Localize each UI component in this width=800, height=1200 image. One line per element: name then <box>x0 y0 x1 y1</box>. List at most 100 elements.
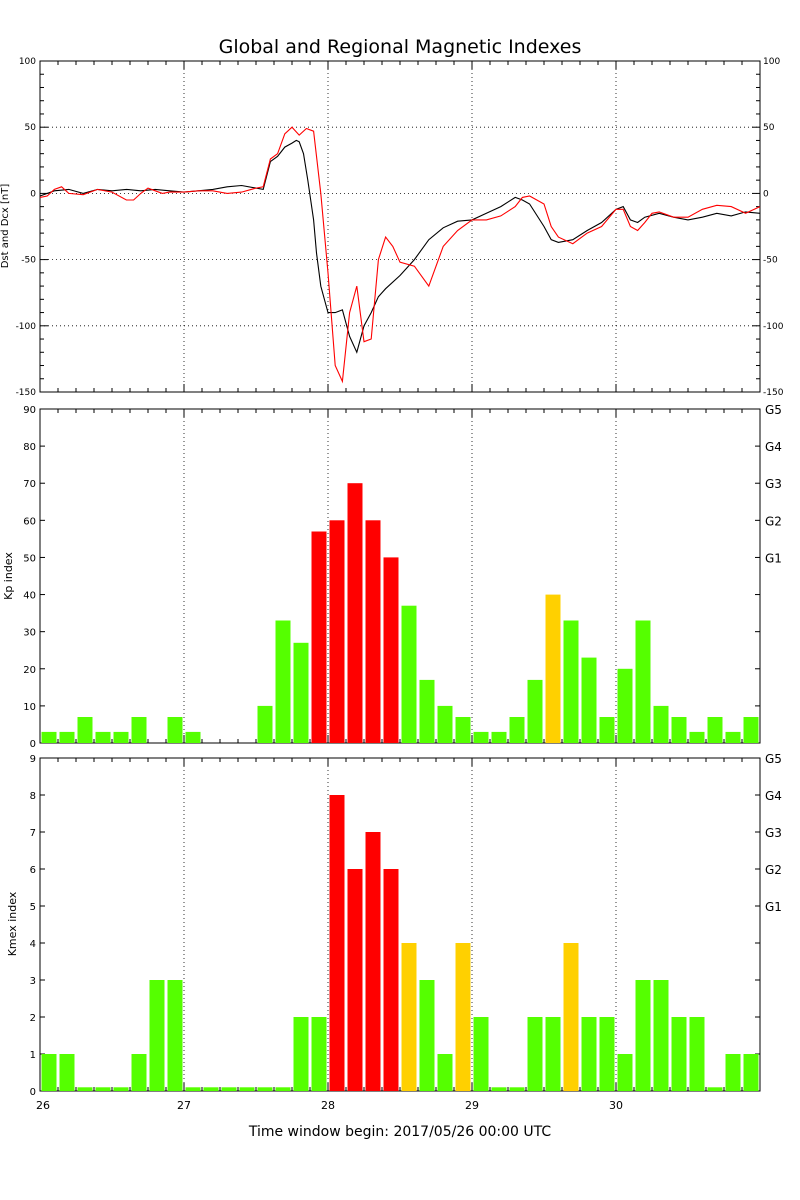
chart-title: Global and Regional Magnetic Indexes <box>219 36 582 58</box>
dst-panel: Dst and Dcx [nT] 100 100 50 50 0 0 -50 -50 -100 -… <box>0 57 784 398</box>
kmex-y-tick-label: 4 <box>30 939 36 950</box>
kp-bar <box>41 731 57 743</box>
kmex-x-tick-label: 28 <box>321 1099 335 1112</box>
kp-y-tick-label: 10 <box>23 702 36 713</box>
kp-bar <box>635 620 651 743</box>
kmex-bar <box>689 1017 705 1091</box>
kmex-y-axis-label: Kmex index <box>6 891 19 956</box>
kmex-bar <box>743 1054 759 1091</box>
kp-bar <box>185 731 201 743</box>
kp-bar <box>257 705 273 743</box>
kmex-bar <box>95 1087 111 1091</box>
dst-y-tick-label-right: 100 <box>763 57 780 67</box>
kmex-y-tick-label: 7 <box>30 828 36 839</box>
kmex-bar <box>545 1017 561 1091</box>
dst-y-tick-label-left: 50 <box>25 123 37 133</box>
kmex-y-tick-label: 0 <box>30 1087 36 1098</box>
kp-bar <box>329 520 345 743</box>
kmex-y-tick-label: 9 <box>30 754 36 765</box>
kmex-bar <box>509 1087 525 1091</box>
time-window-caption: Time window begin: 2017/05/26 00:00 UTC <box>248 1124 552 1140</box>
kp-bar <box>167 717 183 743</box>
kmex-bar <box>653 980 669 1091</box>
kp-storm-level-label: G3 <box>765 477 782 491</box>
kp-bar <box>743 717 759 743</box>
kp-bar <box>545 594 561 743</box>
kp-y-tick-label: 0 <box>30 739 36 750</box>
kp-bar <box>563 620 579 743</box>
kmex-storm-level-label: G2 <box>765 863 782 877</box>
kp-bar <box>491 731 507 743</box>
kp-panel: Kp index 90 80 70 60 50 40 30 20 10 0 G5 G4 G3 G2 G1 <box>2 403 782 750</box>
kmex-y-tick-label: 8 <box>30 791 36 802</box>
kp-bar <box>347 483 363 743</box>
kp-bar <box>671 717 687 743</box>
kmex-bar <box>563 943 579 1091</box>
kmex-x-tick-label: 29 <box>465 1099 479 1112</box>
kmex-bar <box>599 1017 615 1091</box>
kp-storm-level-label: G1 <box>765 551 782 565</box>
kmex-storm-level-label: G5 <box>765 752 782 766</box>
dst-y-tick-label-right: -100 <box>763 322 784 332</box>
kmex-panel-frame <box>39 757 761 1092</box>
kmex-panel: Kmex index 9 8 7 6 5 4 3 2 1 0 G5 G4 G3 G2 G1 26 27 28 29 3… <box>6 752 782 1112</box>
kmex-storm-level-label: G3 <box>765 826 782 840</box>
dcx-series-line <box>39 126 761 384</box>
kmex-bar <box>725 1054 741 1091</box>
kp-bar <box>689 731 705 743</box>
kp-y-tick-label: 70 <box>23 479 36 490</box>
kp-y-tick-label: 50 <box>23 553 36 564</box>
kp-bar <box>473 731 489 743</box>
kmex-x-tick-label: 26 <box>36 1099 50 1112</box>
dst-series-line <box>39 139 761 354</box>
kp-bar <box>509 717 525 743</box>
kmex-bar <box>473 1017 489 1091</box>
dst-y-tick-label-right: -50 <box>763 256 778 266</box>
kmex-bar <box>41 1054 57 1091</box>
kp-bar <box>131 717 147 743</box>
kmex-bar <box>149 980 165 1091</box>
kp-bar <box>653 705 669 743</box>
kmex-x-tick-label: 27 <box>177 1099 191 1112</box>
kp-bar <box>401 605 417 743</box>
kp-bar <box>617 668 633 743</box>
kmex-bar <box>77 1087 93 1091</box>
kmex-plot-area: 9 8 7 6 5 4 3 2 1 0 G5 G4 G3 G2 G1 26 27 28 29 30 <box>30 752 782 1112</box>
kmex-bar <box>617 1054 633 1091</box>
kp-y-tick-label: 80 <box>23 442 36 453</box>
kp-bar <box>293 642 309 743</box>
kmex-x-tick-label: 30 <box>609 1099 623 1112</box>
kmex-bar <box>455 943 471 1091</box>
kp-y-tick-label: 90 <box>23 405 36 416</box>
kmex-bar <box>131 1054 147 1091</box>
kmex-bar <box>59 1054 75 1091</box>
kmex-bar <box>185 1087 201 1091</box>
dst-y-tick-label-right: -150 <box>763 388 784 398</box>
kp-y-tick-label: 60 <box>23 516 36 527</box>
kp-bar <box>275 620 291 743</box>
dst-y-tick-label-left: -100 <box>16 322 37 332</box>
kp-bar <box>77 717 93 743</box>
kmex-bar <box>383 869 399 1091</box>
kmex-bar <box>221 1087 237 1091</box>
kp-y-tick-label: 20 <box>23 665 36 676</box>
kmex-bar <box>167 980 183 1091</box>
kp-panel-frame <box>39 408 761 744</box>
kmex-y-tick-label: 6 <box>30 865 36 876</box>
kmex-bar <box>329 795 345 1091</box>
kp-storm-level-label: G4 <box>765 440 782 454</box>
kp-y-axis-label: Kp index <box>2 552 15 600</box>
kp-bar <box>383 557 399 743</box>
dst-panel-frame <box>39 60 761 393</box>
kmex-bar <box>311 1017 327 1091</box>
kp-bar <box>455 717 471 743</box>
kmex-storm-level-label: G1 <box>765 900 782 914</box>
kp-bar <box>59 731 75 743</box>
kp-bar <box>725 731 741 743</box>
kp-storm-level-label: G5 <box>765 403 782 417</box>
kmex-y-tick-label: 2 <box>30 1013 36 1024</box>
kmex-bar <box>419 980 435 1091</box>
kmex-bar <box>347 869 363 1091</box>
kmex-bar <box>581 1017 597 1091</box>
kmex-bar <box>203 1087 219 1091</box>
